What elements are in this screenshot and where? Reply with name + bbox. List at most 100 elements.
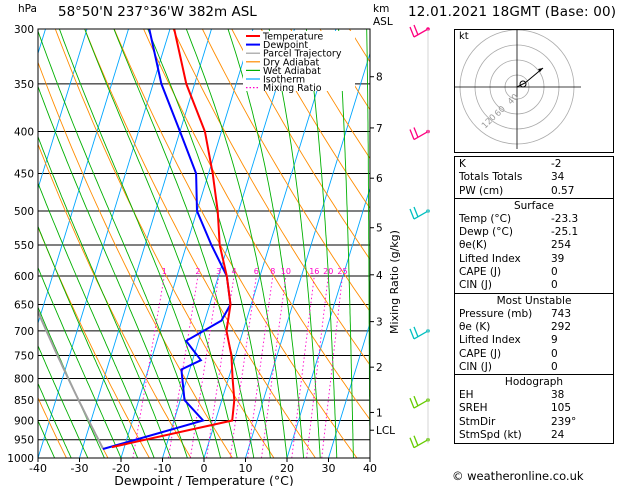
mixing-ratio-label: 25 — [337, 267, 347, 276]
datetime-title: 12.01.2021 18GMT (Base: 00) — [408, 4, 617, 20]
wet-adiabat-line — [38, 181, 155, 458]
asl-unit-label: ASL — [373, 16, 393, 28]
dry-adiabat-line — [38, 226, 150, 458]
table-row-label: CAPE (J) — [459, 266, 502, 279]
km-tick-label: 2 — [376, 362, 383, 374]
table-row-value: 239° — [551, 415, 577, 428]
table-row-value: 9 — [551, 334, 558, 347]
pressure-tick-label: 600 — [14, 271, 34, 283]
pressure-tick-label: 350 — [14, 79, 34, 91]
wind-barb-flag — [409, 26, 415, 38]
mixing-ratio-line — [189, 275, 220, 458]
table-row-label: CIN (J) — [459, 360, 492, 373]
pressure-tick-label: 300 — [14, 24, 34, 36]
temperature-tick-label: 10 — [239, 462, 253, 475]
dry-adiabat-line — [113, 29, 358, 458]
table-row: θe(K) 254 — [455, 239, 613, 252]
table-row: SREH 105 — [455, 402, 613, 415]
mixing-ratio-label: 10 — [281, 267, 291, 276]
table-row: K -2 — [455, 158, 613, 171]
wet-adiabat-line — [38, 225, 139, 458]
wet-adiabat-line — [38, 266, 122, 458]
km-tick-label: 1 — [376, 407, 383, 419]
isotherm-line — [38, 29, 171, 458]
temperature-profile-line — [111, 29, 236, 449]
dry-adiabat-line — [38, 142, 192, 458]
km-tick-label: 8 — [376, 72, 383, 84]
mixing-ratio-line — [167, 275, 199, 458]
hodograph-unit-label: kt — [459, 31, 469, 42]
table-row-value: 39 — [551, 252, 565, 265]
mixing-ratio-label: 20 — [323, 267, 333, 276]
table-row: StmDir 239° — [455, 416, 613, 429]
mixing-ratio-label: 8 — [270, 267, 275, 276]
legend-label: Parcel Trajectory — [263, 49, 342, 60]
isotherm-line — [328, 321, 370, 458]
table-row-value: 0 — [551, 266, 558, 279]
pressure-tick-label: 900 — [14, 415, 34, 427]
table-row: CIN (J) 0 — [455, 361, 613, 374]
wind-barb-flag — [409, 129, 415, 140]
table-row-label: Lifted Index — [459, 252, 521, 265]
mixing-ratio-line — [306, 275, 329, 458]
most-unstable-rows: Pressure (mb) 743 θe (K) 292 Lifted Index 9 CA… — [455, 308, 613, 374]
legend-label: Dewpoint — [263, 40, 308, 51]
table-row: StmSpd (kt) 24 — [455, 429, 613, 442]
table-row: Dewp (°C) -25.1 — [455, 226, 613, 239]
table-row-label: θe (K) — [459, 320, 491, 333]
km-unit-label: km — [373, 3, 390, 15]
dry-adiabat-line — [38, 396, 67, 458]
temperature-tick-label: -30 — [71, 462, 89, 475]
wind-barb — [413, 399, 429, 409]
legend-label: Temperature — [262, 32, 323, 43]
wet-adiabat-line — [38, 29, 205, 458]
table-row-label: Lifted Index — [459, 334, 521, 347]
mixing-ratio-label: 1 — [162, 267, 167, 276]
table-row-value: 105 — [551, 402, 572, 415]
temperature-tick-label: -10 — [154, 462, 172, 475]
mixing-ratio-line — [321, 275, 343, 458]
temperature-tick-label: 30 — [322, 462, 336, 475]
table-row-label: StmSpd (kt) — [459, 429, 522, 442]
table-row-label: StmDir — [459, 415, 496, 428]
pressure-tick-label: 800 — [14, 373, 34, 385]
pressure-tick-label: 850 — [14, 395, 34, 407]
table-row-label: CIN (J) — [459, 279, 492, 292]
wet-adiabat-line — [38, 382, 72, 458]
mixing-ratio-line — [261, 275, 287, 458]
table-row: Lifted Index 39 — [455, 253, 613, 266]
table-row-value: 743 — [551, 307, 572, 320]
table-row-label: Dewp (°C) — [459, 226, 513, 239]
pressure-tick-label: 400 — [14, 127, 34, 139]
wet-adiabat-line — [38, 344, 89, 458]
wet-adiabat-line — [305, 29, 338, 458]
wet-adiabat-line — [38, 135, 172, 458]
table-row: θe (K) 292 — [455, 321, 613, 334]
table-row-label: EH — [459, 389, 474, 402]
table-row-value: 38 — [551, 389, 565, 402]
legend-background — [243, 31, 355, 91]
pressure-tick-label: 950 — [14, 435, 34, 447]
table-row: CIN (J) 0 — [455, 279, 613, 292]
legend-label: Wet Adiabat — [263, 66, 321, 77]
legend-label: Isotherm — [263, 75, 305, 86]
wet-adiabat-line — [147, 29, 271, 458]
table-row-value: 24 — [551, 429, 565, 442]
dewpoint-profile-line — [102, 29, 232, 450]
table-row-label: CAPE (J) — [459, 347, 502, 360]
dry-adiabat-line — [143, 29, 370, 421]
wet-adiabat-line — [366, 29, 370, 458]
mixing-ratio-line — [247, 275, 274, 458]
wind-barb-flag — [409, 328, 415, 340]
table-row-value: 0 — [551, 279, 558, 292]
table-row-label: SREH — [459, 402, 488, 415]
mixing-ratio-line — [132, 275, 165, 458]
hodograph-stats-section: Hodograph EH 38 SREH 105 StmDir 239° StmSpd (k… — [455, 374, 613, 443]
hodograph-panel: 40 60 120 kt — [454, 29, 614, 153]
hodograph-stats-title: Hodograph — [504, 376, 564, 389]
mixing-ratio-label: 2 — [195, 267, 200, 276]
km-tick-label: 5 — [376, 223, 383, 235]
table-row-value: 0.57 — [551, 184, 575, 197]
